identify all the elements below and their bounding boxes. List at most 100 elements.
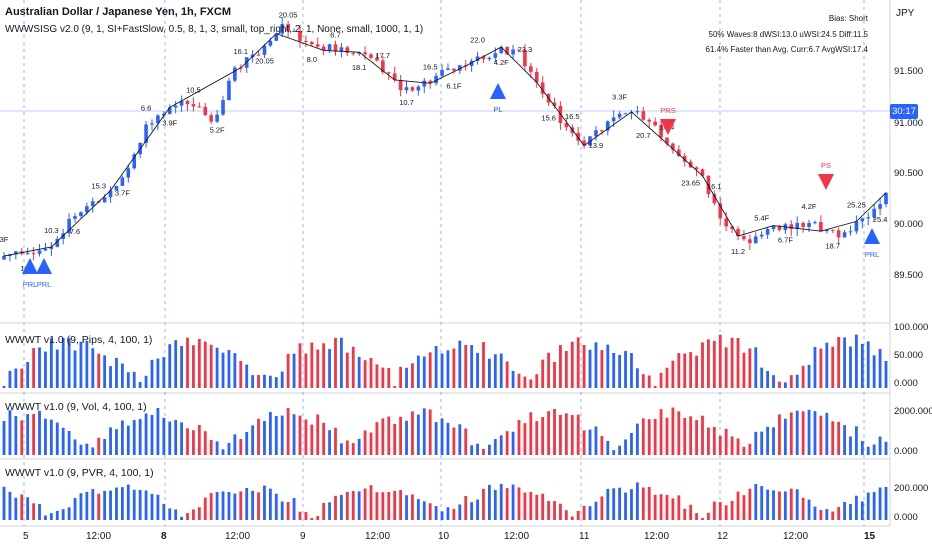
pips-bar <box>594 342 598 388</box>
indicator-title[interactable]: WWWSISG v2.0 (9, 1, SI+FastSlow, 0.5, 8,… <box>5 24 424 35</box>
pvr-bar <box>399 490 403 520</box>
candle-body <box>487 57 492 60</box>
candle-body <box>653 121 657 126</box>
vol-bar <box>493 439 497 455</box>
buy-signal-icon <box>864 228 880 244</box>
candle-body <box>706 175 711 195</box>
candle-body <box>452 68 456 71</box>
vol-bar <box>600 435 604 455</box>
signal-label: PS <box>821 161 831 170</box>
pvr-panel-title[interactable]: WWWT v1.0 (9, PVR, 4, 100, 1) <box>5 467 154 479</box>
vol-bar <box>340 443 343 455</box>
candle-body <box>457 65 462 71</box>
candle-body <box>866 217 871 219</box>
sell-signal-icon <box>660 119 676 135</box>
candle-body <box>789 224 794 230</box>
vol-bar <box>138 419 142 455</box>
pips-bar <box>44 351 47 388</box>
candle-body <box>795 222 800 230</box>
pips-panel-title[interactable]: WWWT v1.0 (9, Pips, 4, 100, 1) <box>5 334 153 346</box>
candle-body <box>469 60 474 66</box>
pvr-bar <box>446 507 450 520</box>
pips-bar <box>878 348 882 388</box>
pvr-bar <box>789 488 793 520</box>
candle-body <box>37 250 42 254</box>
vol-bar <box>44 418 47 455</box>
candle-body <box>730 226 734 229</box>
pips-bar <box>387 368 391 388</box>
candle-body <box>434 75 438 84</box>
pips-bar <box>671 360 675 388</box>
vol-bar <box>760 431 764 455</box>
pips-bar <box>837 336 841 388</box>
pips-bar <box>695 355 698 388</box>
vol-bar <box>168 421 172 455</box>
vol-bar <box>174 419 178 455</box>
pips-tick: 100.000 <box>894 322 929 333</box>
candle-body <box>345 47 350 53</box>
wave-label: 16.5 <box>423 62 438 71</box>
wave-label: 6.6 <box>141 104 151 113</box>
vol-bar <box>144 413 148 455</box>
vol-bar <box>49 419 53 455</box>
vol-bar <box>707 427 710 455</box>
wave-label: 17.7 <box>375 51 390 60</box>
pips-bar <box>476 352 479 388</box>
vol-bar <box>79 444 83 455</box>
pvr-histogram <box>2 482 888 520</box>
vol-panel-title[interactable]: WWWT v1.0 (9, Vol, 4, 100, 1) <box>5 401 147 413</box>
pvr-bar <box>26 497 30 520</box>
pvr-bar <box>44 515 47 520</box>
candle-body <box>505 47 509 55</box>
pvr-bar <box>511 484 515 520</box>
pvr-bar <box>582 505 586 520</box>
vol-bar <box>547 411 550 455</box>
pvr-tick: 200.000 <box>894 483 929 494</box>
buy-signal-icon <box>22 258 38 274</box>
candle-body <box>830 229 835 231</box>
price-tick: 91.500 <box>894 66 924 77</box>
candle-body <box>304 40 308 43</box>
pips-bar <box>150 359 154 388</box>
pvr-bar <box>405 495 408 520</box>
pips-bar <box>689 352 693 388</box>
symbol-title[interactable]: Australian Dollar / Japanese Yen, 1h, FX… <box>5 6 231 18</box>
pips-bar <box>523 376 527 388</box>
candle-body <box>842 232 847 238</box>
pips-bar <box>470 345 474 388</box>
pvr-bar <box>695 513 698 520</box>
pvr-bar <box>97 493 101 520</box>
vol-bar <box>67 431 71 455</box>
candle-body <box>156 115 160 124</box>
vol-bar <box>742 446 746 455</box>
wave-label: 16.5 <box>565 112 580 121</box>
vol-bar <box>132 420 136 455</box>
pvr-bar <box>150 493 154 520</box>
candle-body <box>878 204 882 209</box>
pips-bar <box>197 338 201 388</box>
vol-bar <box>671 407 675 455</box>
wave-label: 20.05 <box>255 57 274 66</box>
wave-label: 6.7 <box>330 31 340 40</box>
pvr-bar <box>766 489 770 520</box>
vol-tick: 0.000 <box>894 446 918 457</box>
pips-bar <box>8 370 12 388</box>
vol-bar <box>641 418 645 455</box>
vol-bar <box>32 413 35 455</box>
time-label: 8 <box>161 531 167 542</box>
candle-body <box>594 130 598 137</box>
vol-bar <box>825 412 829 455</box>
pvr-bar <box>588 506 592 520</box>
vol-bar <box>683 417 687 455</box>
vol-bar <box>209 439 213 455</box>
pips-bar <box>600 350 604 388</box>
vol-bar <box>529 412 533 455</box>
pips-bar <box>529 379 533 388</box>
pvr-bar <box>464 496 468 520</box>
pvr-bar <box>168 508 172 520</box>
candle-body <box>173 105 178 108</box>
candle-body <box>724 218 728 227</box>
pvr-bar <box>85 491 89 520</box>
pips-bar <box>257 375 260 388</box>
